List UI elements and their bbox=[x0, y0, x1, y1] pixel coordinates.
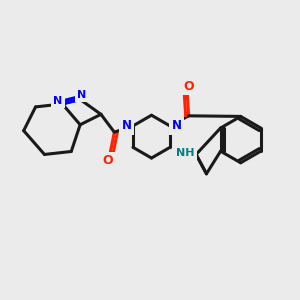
Text: O: O bbox=[102, 154, 113, 167]
Text: NH: NH bbox=[176, 148, 195, 158]
Text: N: N bbox=[122, 119, 131, 132]
Text: O: O bbox=[183, 80, 194, 93]
Text: N: N bbox=[77, 90, 86, 100]
Text: N: N bbox=[53, 96, 62, 106]
Text: N: N bbox=[172, 119, 182, 132]
